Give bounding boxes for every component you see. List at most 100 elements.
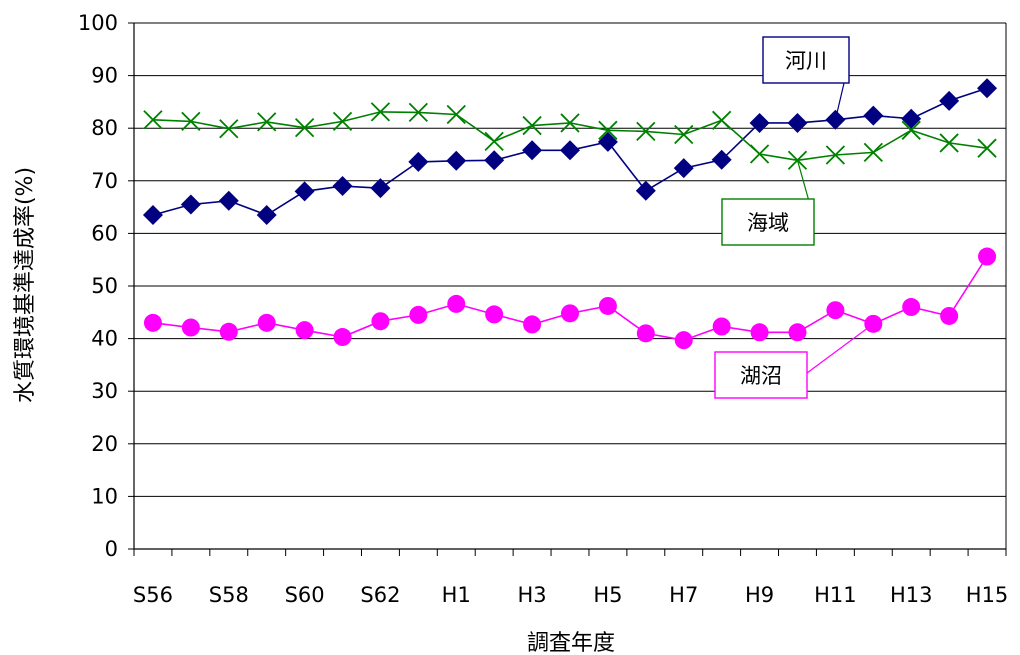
data-point — [598, 120, 618, 140]
callout-河川: 河川 — [762, 36, 850, 120]
y-tick-label: 90 — [91, 64, 118, 88]
data-point — [673, 158, 694, 179]
data-point — [523, 315, 542, 334]
data-point — [446, 150, 467, 171]
data-point — [447, 294, 466, 313]
data-point — [409, 305, 428, 324]
y-tick-label: 50 — [91, 274, 118, 298]
data-point — [636, 121, 656, 141]
data-point — [219, 322, 238, 341]
series-湖沼 — [143, 247, 997, 350]
data-point — [561, 304, 579, 323]
data-point — [749, 144, 770, 164]
data-point — [142, 204, 163, 225]
x-tick-label: H3 — [518, 583, 547, 607]
callout-湖沼: 湖沼 — [714, 323, 874, 399]
data-point — [257, 112, 277, 132]
data-point — [408, 102, 428, 123]
data-point — [712, 317, 731, 336]
y-tick-label: 20 — [91, 432, 118, 456]
data-point — [333, 328, 352, 347]
data-point — [218, 190, 239, 211]
x-tick-label: S56 — [133, 583, 173, 607]
data-point — [484, 150, 505, 171]
data-point — [863, 105, 884, 126]
data-point — [256, 204, 277, 225]
data-point — [332, 176, 353, 197]
callout-label: 河川 — [785, 49, 827, 73]
series-海域 — [143, 102, 997, 170]
x-tick-label: H11 — [814, 583, 857, 607]
x-tick-label: H9 — [745, 583, 774, 607]
data-point — [901, 120, 921, 140]
data-point — [749, 112, 770, 133]
data-point — [143, 110, 163, 130]
y-tick-label: 10 — [91, 484, 118, 508]
data-point — [522, 140, 543, 161]
data-point — [636, 324, 655, 343]
data-point — [560, 113, 580, 133]
data-point — [181, 318, 200, 337]
data-point — [598, 296, 617, 315]
x-tick-label: H1 — [442, 583, 471, 607]
y-tick-label: 100 — [78, 11, 118, 35]
data-point — [370, 102, 391, 122]
data-point — [257, 313, 276, 332]
x-tick-label: S62 — [360, 583, 400, 607]
data-point — [484, 131, 504, 151]
callout-海域: 海域 — [721, 160, 815, 246]
data-point — [295, 321, 314, 340]
data-point — [408, 151, 429, 172]
axes: 0 10 20 30 40 50 60 70 80 90 100 S56 S58 S60 S62 H1 H3 H5… — [78, 11, 1008, 607]
data-point — [219, 119, 239, 139]
callout-box — [721, 198, 815, 246]
x-tick-label: H5 — [593, 583, 622, 607]
gridlines — [134, 22, 1006, 497]
data-point — [787, 112, 808, 133]
data-point — [787, 150, 808, 170]
data-point — [825, 145, 846, 165]
y-tick-label: 30 — [91, 379, 118, 403]
data-point — [522, 115, 542, 136]
y-tick-label: 60 — [91, 221, 118, 245]
data-point — [143, 313, 162, 332]
x-tick-label: H15 — [966, 583, 1009, 607]
callout-leader — [806, 323, 874, 374]
data-point — [712, 110, 732, 130]
data-point — [674, 331, 693, 350]
x-axis-title: 調査年度 — [527, 631, 615, 655]
y-tick-label: 0 — [105, 537, 118, 561]
y-tick-label: 40 — [91, 327, 118, 351]
data-point — [597, 131, 618, 152]
data-point — [977, 138, 997, 158]
data-point — [940, 306, 959, 325]
data-point — [901, 108, 922, 129]
x-tick-label: H13 — [890, 583, 933, 607]
data-point — [750, 323, 769, 342]
data-point — [332, 111, 353, 131]
data-point — [485, 305, 504, 324]
data-point — [181, 111, 201, 131]
callout-box — [714, 351, 808, 399]
data-point — [370, 178, 391, 199]
x-tick-label: H7 — [669, 583, 698, 607]
data-point — [939, 133, 959, 153]
data-point — [294, 118, 315, 138]
data-point — [863, 142, 883, 163]
data-point — [180, 194, 201, 215]
data-point — [635, 180, 656, 201]
data-point — [826, 301, 845, 320]
series-line — [152, 256, 988, 342]
series-layer — [142, 78, 998, 350]
data-point — [939, 90, 960, 111]
y-tick-label: 70 — [91, 169, 118, 193]
data-point — [560, 140, 580, 161]
x-tick-label: S58 — [209, 583, 249, 607]
data-point — [977, 78, 998, 99]
data-point — [294, 181, 315, 202]
data-point — [902, 298, 921, 317]
data-point — [711, 149, 732, 170]
series-河川 — [142, 78, 998, 225]
